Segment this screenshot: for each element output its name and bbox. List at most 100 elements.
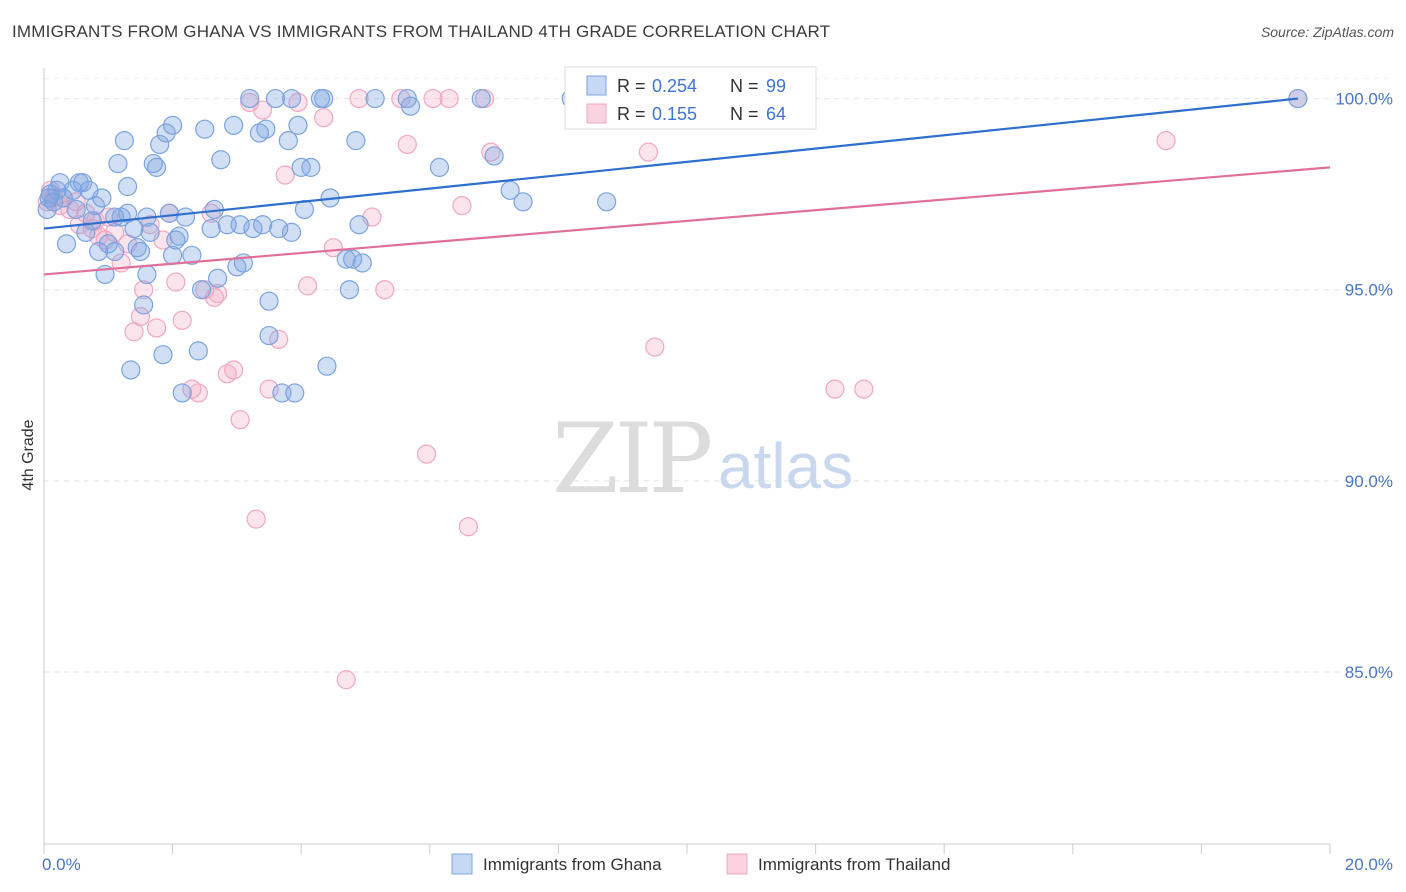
data-point-thailand xyxy=(172,310,192,330)
data-point-ghana xyxy=(301,157,321,177)
data-point-ghana xyxy=(85,196,106,216)
bottom-legend-label-thailand: Immigrants from Thailand xyxy=(758,855,950,874)
data-point-thailand xyxy=(246,509,266,529)
data-point-ghana xyxy=(317,356,337,376)
data-point-ghana xyxy=(291,157,311,177)
data-point-thailand xyxy=(375,280,395,300)
data-point-ghana xyxy=(121,360,141,380)
y-tick-label: 95.0% xyxy=(1345,281,1393,300)
x-tick-label-max: 20.0% xyxy=(1345,855,1393,874)
data-point-ghana xyxy=(269,218,289,239)
data-point-ghana xyxy=(513,192,533,212)
chart-title: IMMIGRANTS FROM GHANA VS IMMIGRANTS FROM… xyxy=(12,22,831,41)
legend-n-value-thailand: 64 xyxy=(766,104,786,124)
data-point-ghana xyxy=(134,295,154,315)
data-point-thailand xyxy=(336,670,356,690)
data-point-thailand xyxy=(323,238,343,258)
legend-swatch-ghana xyxy=(586,75,607,96)
data-point-thailand xyxy=(134,280,154,300)
data-point-ghana xyxy=(597,192,617,212)
data-point-ghana xyxy=(349,215,369,235)
data-point-thailand xyxy=(130,306,151,327)
data-point-ghana xyxy=(82,211,102,231)
data-point-ghana xyxy=(294,199,315,220)
y-tick-label: 90.0% xyxy=(1345,472,1393,491)
data-point-thailand xyxy=(230,410,250,430)
data-point-thailand xyxy=(825,379,845,399)
data-point-ghana xyxy=(92,188,112,208)
legend-top: R = 0.254 N = 99 R = 0.155 N = 64 xyxy=(564,66,817,130)
data-point-ghana xyxy=(195,119,215,139)
data-point-thailand xyxy=(439,88,459,109)
data-point-thailand xyxy=(166,272,186,292)
legend-n-label-thailand: N = xyxy=(730,104,759,124)
data-point-ghana xyxy=(208,268,228,288)
data-point-ghana xyxy=(224,115,244,135)
data-point-thailand xyxy=(269,329,289,350)
data-point-ghana xyxy=(400,96,421,116)
data-point-ghana xyxy=(230,215,250,235)
data-point-ghana xyxy=(339,280,360,300)
data-point-ghana xyxy=(163,115,183,135)
data-point-ghana xyxy=(256,119,276,139)
data-point-ghana xyxy=(169,226,189,246)
legend-swatch-thailand xyxy=(586,103,607,124)
data-point-ghana xyxy=(105,241,125,262)
data-point-thailand xyxy=(854,379,874,399)
data-point-ghana xyxy=(146,157,167,177)
y-tick-label: 100.0% xyxy=(1335,90,1393,109)
data-point-ghana xyxy=(172,383,192,403)
data-point-ghana xyxy=(153,345,173,365)
y-axis-title: 4th Grade xyxy=(20,419,37,490)
watermark-atlas: atlas xyxy=(718,430,853,502)
data-point-thailand xyxy=(253,100,273,120)
y-tick-labels: 85.0% 90.0% 95.0% 100.0% xyxy=(1335,90,1393,682)
data-point-thailand xyxy=(638,142,659,162)
data-point-ghana xyxy=(314,88,334,109)
legend-r-label-thailand: R = xyxy=(617,104,646,124)
data-point-ghana xyxy=(140,222,160,242)
watermark: ZIP atlas xyxy=(552,403,853,515)
data-point-ghana xyxy=(63,180,83,200)
data-point-ghana xyxy=(281,88,302,109)
data-point-thailand xyxy=(60,199,80,220)
data-point-ghana xyxy=(365,88,385,109)
legend-r-value-ghana: 0.254 xyxy=(652,76,697,96)
data-point-thailand xyxy=(259,379,279,399)
data-point-ghana xyxy=(285,383,305,403)
data-point-ghana xyxy=(253,215,273,235)
bottom-legend-label-ghana: Immigrants from Ghana xyxy=(483,855,662,874)
data-point-ghana xyxy=(188,341,208,361)
legend-r-label-ghana: R = xyxy=(617,76,646,96)
data-point-ghana xyxy=(240,88,260,109)
data-point-ghana xyxy=(137,264,157,285)
data-point-thailand xyxy=(314,108,334,128)
data-point-ghana xyxy=(259,325,279,346)
legend-top-box xyxy=(564,66,817,130)
data-point-ghana xyxy=(44,192,64,212)
data-point-ghana xyxy=(182,245,202,265)
data-point-ghana xyxy=(53,188,73,208)
trend-line-thailand xyxy=(43,166,1331,276)
data-point-ghana xyxy=(191,280,212,300)
watermark-zip: ZIP xyxy=(552,403,711,515)
source-label: Source: ZipAtlas.com xyxy=(1260,24,1394,40)
data-point-thailand xyxy=(146,318,167,338)
data-point-ghana xyxy=(243,218,263,239)
data-point-thailand xyxy=(298,276,318,296)
x-tick-label-min: 0.0% xyxy=(42,855,81,874)
data-point-ghana xyxy=(56,234,77,254)
trend-line-ghana xyxy=(43,97,1298,230)
data-point-ghana xyxy=(156,123,176,143)
data-point-thailand xyxy=(224,360,244,380)
data-point-thailand xyxy=(452,196,472,216)
bottom-legend-swatch-ghana xyxy=(451,853,473,875)
data-point-thailand xyxy=(349,88,369,109)
data-point-ghana xyxy=(159,203,179,223)
legend-n-value-ghana: 99 xyxy=(766,76,786,96)
data-point-thailand xyxy=(458,517,478,537)
data-point-ghana xyxy=(201,218,221,239)
data-point-ghana xyxy=(259,291,279,311)
series-ghana-points xyxy=(37,88,1308,403)
